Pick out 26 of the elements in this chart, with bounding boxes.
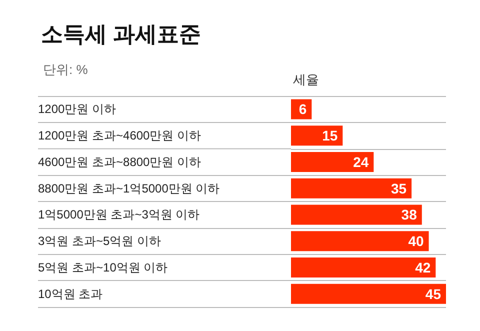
y-tick-label: 3억원 초과~5억원 이하 bbox=[38, 234, 162, 248]
y-tick-label: 5억원 초과~10억원 이하 bbox=[38, 260, 168, 274]
data-label: 6 bbox=[298, 101, 307, 118]
y-tick-label: 1200만원 이하 bbox=[38, 102, 116, 116]
bar bbox=[291, 126, 343, 146]
data-label: 42 bbox=[415, 259, 431, 276]
y-tick-label: 1억5000만원 초과~3억원 이하 bbox=[38, 208, 200, 222]
data-label: 45 bbox=[425, 286, 442, 302]
data-label: 40 bbox=[408, 233, 424, 250]
bar bbox=[291, 152, 374, 172]
y-tick-label: 10억원 초과 bbox=[38, 286, 103, 301]
bar bbox=[291, 204, 422, 225]
text: 단위: % bbox=[43, 62, 88, 77]
bar bbox=[291, 257, 436, 278]
data-label: 15 bbox=[322, 128, 338, 144]
data-label: 35 bbox=[390, 180, 407, 196]
y-tick-label: 1200만원 초과~4600만원 이하 bbox=[38, 128, 202, 143]
y-tick-label: 8800만원 초과~1억5000만원 이하 bbox=[38, 181, 220, 196]
bar bbox=[291, 284, 446, 304]
y-tick-label: 4600만원 초과~8800만원 이하 bbox=[38, 154, 202, 169]
data-label: 38 bbox=[401, 206, 418, 223]
chart-title: 소득세 과세표준 bbox=[41, 22, 202, 46]
bar bbox=[291, 231, 429, 252]
bar bbox=[291, 178, 412, 198]
x-axis-title: 세율 bbox=[293, 72, 319, 87]
data-label: 24 bbox=[353, 154, 369, 170]
